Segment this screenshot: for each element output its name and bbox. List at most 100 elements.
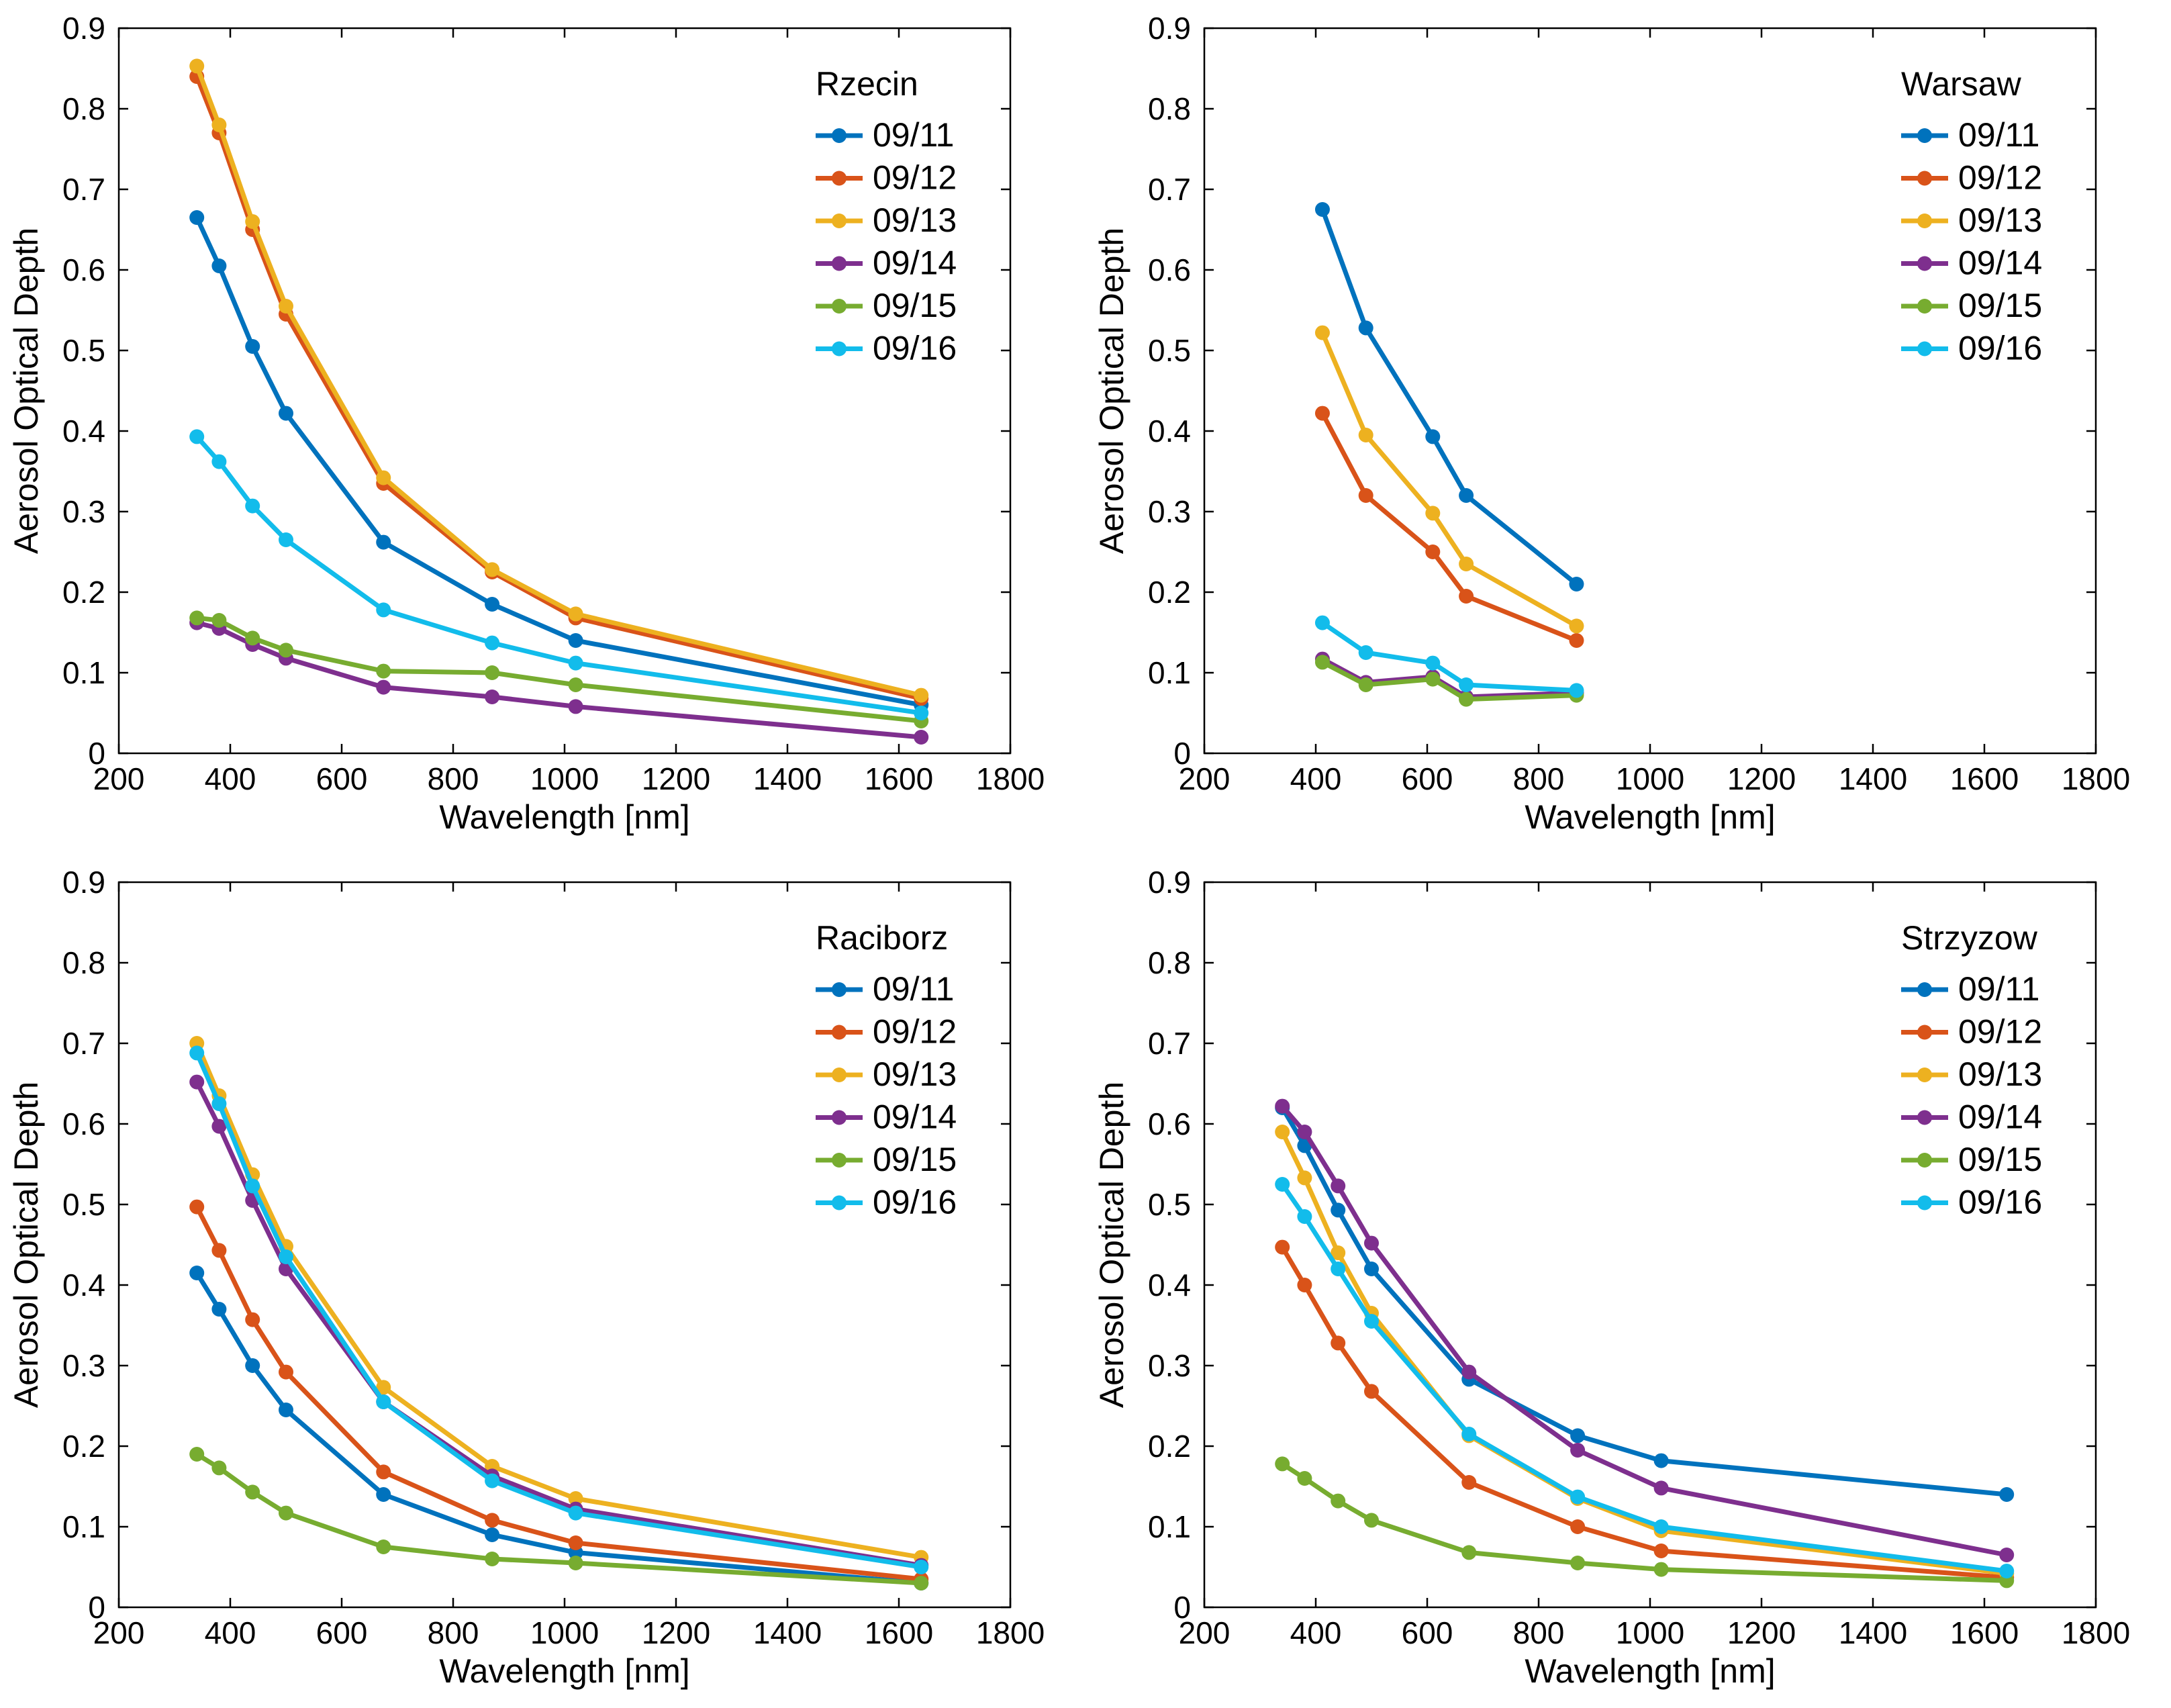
x-tick-label-raciborz: 1600 xyxy=(865,1615,933,1650)
data-point-raciborz-09-13 xyxy=(376,1380,391,1395)
data-point-raciborz-09-14 xyxy=(211,1119,227,1134)
data-point-warsaw-09-11 xyxy=(1358,320,1373,336)
data-point-raciborz-09-15 xyxy=(189,1447,205,1462)
plot-frame-rzecin xyxy=(117,27,1012,755)
series-line-raciborz-09-14 xyxy=(194,1080,924,1568)
y-tick-label-strzyzow: 0 xyxy=(1173,1590,1191,1625)
data-point-strzyzow-09-15 xyxy=(1331,1493,1346,1509)
plot-frame-warsaw xyxy=(1203,27,2097,755)
data-point-strzyzow-09-14 xyxy=(1653,1480,1669,1496)
legend-label-strzyzow-09-13: 09/13 xyxy=(1958,1055,2042,1093)
y-tick-label-rzecin: 0.4 xyxy=(62,414,105,448)
data-point-rzecin-09-16 xyxy=(568,655,583,671)
data-point-rzecin-09-16 xyxy=(485,635,500,651)
x-tick-label-strzyzow: 1200 xyxy=(1727,1615,1796,1650)
series-line-raciborz-09-12 xyxy=(194,1204,924,1582)
data-point-raciborz-09-15 xyxy=(376,1539,391,1554)
data-point-strzyzow-09-15 xyxy=(1364,1513,1379,1528)
x-tick-label-rzecin: 800 xyxy=(428,761,479,796)
data-point-strzyzow-09-14 xyxy=(1297,1125,1312,1139)
y-axis-label-strzyzow: Aerosol Optical Depth xyxy=(1093,1082,1130,1408)
x-tick-label-rzecin: 1400 xyxy=(753,761,822,796)
x-tick-label-warsaw: 1200 xyxy=(1727,761,1796,796)
legend-marker-rzecin-09-12 xyxy=(832,171,847,186)
data-point-strzyzow-09-13 xyxy=(1275,1125,1290,1139)
data-point-warsaw-09-15 xyxy=(1314,655,1330,670)
y-tick-label-strzyzow: 0.5 xyxy=(1148,1187,1191,1222)
data-point-strzyzow-09-11 xyxy=(1570,1428,1586,1443)
legend-marker-strzyzow-09-14 xyxy=(1917,1110,1932,1125)
data-point-warsaw-09-16 xyxy=(1314,615,1330,630)
data-point-rzecin-09-13 xyxy=(568,606,583,622)
data-point-raciborz-09-15 xyxy=(485,1552,500,1566)
series-line-strzyzow-09-16 xyxy=(1280,1182,2009,1574)
y-axis-label-rzecin: Aerosol Optical Depth xyxy=(7,228,45,554)
x-tick-label-strzyzow: 200 xyxy=(1179,1615,1231,1650)
x-axis-label-strzyzow: Wavelength [nm] xyxy=(1525,1652,1775,1690)
series-line-strzyzow-09-14 xyxy=(1280,1104,2009,1558)
data-point-rzecin-09-14 xyxy=(376,679,391,695)
legend-marker-rzecin-09-14 xyxy=(832,256,847,271)
data-point-raciborz-09-16 xyxy=(279,1249,293,1264)
x-tick-label-rzecin: 1800 xyxy=(976,761,1045,796)
y-tick-label-warsaw: 0 xyxy=(1173,736,1191,771)
data-point-raciborz-09-16 xyxy=(485,1473,500,1488)
x-tick-label-warsaw: 1000 xyxy=(1616,761,1684,796)
data-point-raciborz-09-12 xyxy=(279,1364,293,1380)
legend-label-rzecin-09-15: 09/15 xyxy=(873,287,957,324)
data-point-raciborz-09-16 xyxy=(376,1394,391,1409)
data-point-strzyzow-09-12 xyxy=(1275,1239,1290,1255)
data-point-strzyzow-09-13 xyxy=(1331,1245,1346,1260)
series-line-raciborz-09-13 xyxy=(194,1041,924,1560)
y-tick-label-warsaw: 0.3 xyxy=(1148,494,1191,529)
y-tick-label-warsaw: 0.8 xyxy=(1148,91,1191,126)
y-tick-label-strzyzow: 0.8 xyxy=(1148,945,1191,980)
x-tick-label-raciborz: 200 xyxy=(93,1615,145,1650)
legend-marker-warsaw-09-11 xyxy=(1917,128,1932,143)
data-point-rzecin-09-14 xyxy=(914,730,929,745)
legend-label-raciborz-09-14: 09/14 xyxy=(873,1098,957,1136)
x-tick-label-strzyzow: 800 xyxy=(1513,1615,1565,1650)
y-tick-label-raciborz: 0.9 xyxy=(62,865,105,900)
legend-label-rzecin-09-13: 09/13 xyxy=(873,201,957,239)
y-tick-label-warsaw: 0.6 xyxy=(1148,252,1191,287)
data-point-warsaw-09-13 xyxy=(1569,618,1584,634)
x-tick-label-raciborz: 600 xyxy=(316,1615,368,1650)
data-point-strzyzow-09-16 xyxy=(1999,1564,2015,1578)
chart-svg-strzyzow: 200 400 600 800 1000 1200 1400 1600 1800 0 0.1 0.2 0… xyxy=(1093,865,2130,1690)
y-tick-label-rzecin: 0.7 xyxy=(62,172,105,207)
data-point-rzecin-09-15 xyxy=(568,677,583,692)
data-point-raciborz-09-11 xyxy=(279,1403,293,1417)
x-tick-label-strzyzow: 1800 xyxy=(2062,1615,2130,1650)
y-axis-label-warsaw: Aerosol Optical Depth xyxy=(1093,228,1130,554)
x-tick-label-warsaw: 400 xyxy=(1290,761,1342,796)
y-tick-label-raciborz: 0 xyxy=(88,1590,105,1625)
data-point-warsaw-09-13 xyxy=(1459,557,1474,571)
data-point-rzecin-09-14 xyxy=(568,699,583,714)
series-line-rzecin-09-12 xyxy=(194,74,924,701)
series-line-strzyzow-09-12 xyxy=(1280,1245,2009,1580)
legend-label-warsaw-09-12: 09/12 xyxy=(1958,159,2042,197)
data-point-rzecin-09-11 xyxy=(279,406,293,421)
y-tick-label-warsaw: 0.1 xyxy=(1148,655,1191,690)
data-point-strzyzow-09-16 xyxy=(1297,1209,1312,1224)
y-tick-label-rzecin: 0 xyxy=(88,736,105,771)
x-tick-label-warsaw: 600 xyxy=(1402,761,1453,796)
legend-label-warsaw-09-11: 09/11 xyxy=(1958,116,2039,154)
data-point-rzecin-09-15 xyxy=(245,630,260,646)
legend-marker-strzyzow-09-15 xyxy=(1917,1153,1932,1168)
data-point-strzyzow-09-16 xyxy=(1364,1314,1379,1329)
x-axis-label-rzecin: Wavelength [nm] xyxy=(439,798,689,836)
x-tick-label-raciborz: 1200 xyxy=(642,1615,710,1650)
y-tick-label-rzecin: 0.9 xyxy=(62,11,105,46)
data-point-warsaw-09-16 xyxy=(1459,677,1474,692)
legend-marker-rzecin-09-13 xyxy=(832,214,847,228)
data-point-warsaw-09-15 xyxy=(1425,671,1441,687)
legend-label-rzecin-09-11: 09/11 xyxy=(873,116,954,154)
plot-frame-raciborz xyxy=(117,881,1012,1609)
x-tick-label-warsaw: 1400 xyxy=(1839,761,1907,796)
chart-panel-raciborz: 200 400 600 800 1000 1200 1400 1600 1800 0 0.1 0.2 0… xyxy=(0,854,1086,1708)
data-point-raciborz-09-12 xyxy=(189,1199,205,1215)
data-point-raciborz-09-11 xyxy=(485,1527,500,1542)
data-point-strzyzow-09-15 xyxy=(1570,1556,1586,1570)
